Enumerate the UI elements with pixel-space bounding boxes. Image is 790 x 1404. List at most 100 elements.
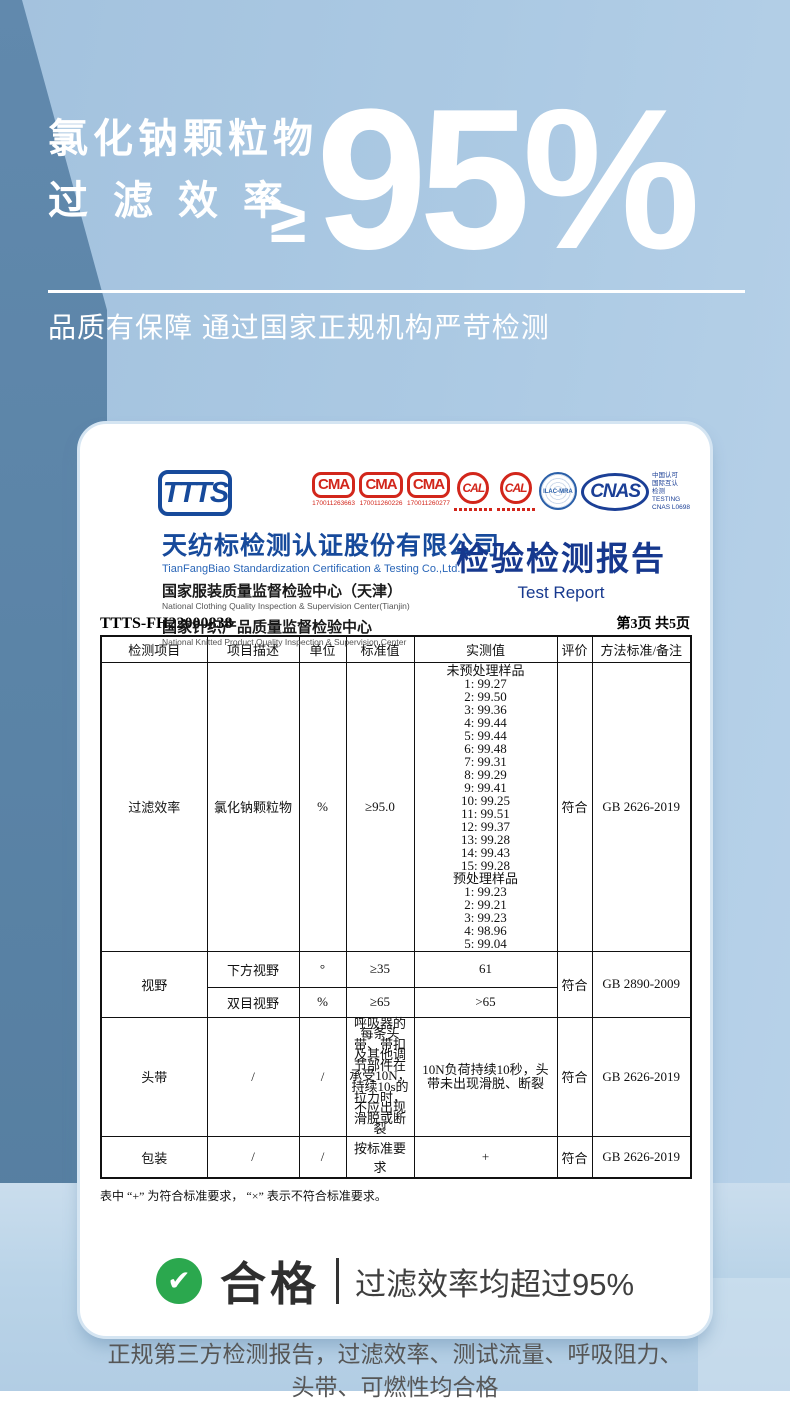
table-row-vision-binocular: 双目视野 % ≥65 >65 [101,986,691,1018]
report-title-block: 检验检测报告 Test Report [456,532,666,603]
cell-measured: 10N负荷持续10秒，头带未出现滑脱、断裂 [413,1016,558,1138]
cell-method: GB 2626-2019 [591,1136,692,1179]
col-header-method: 方法标准/备注 [591,635,692,663]
col-header-description: 项目描述 [206,635,300,663]
report-card: TTTS CMA 170011263663 CMA 170011260226 C… [80,424,710,1400]
cnas-line: 国际互认 [652,480,679,487]
cma-number: 170011260277 [407,500,450,507]
cell-unit: / [298,1016,347,1138]
cnas-line: CNAS L0698 [652,504,690,511]
col-header-measured: 实测值 [413,635,558,663]
measured-list-untreated: 1: 99.27 2: 99.50 3: 99.36 4: 99.44 5: 99.44… [460,675,511,873]
table-row-vision-down: 视野 下方视野 ° ≥35 61 符合 GB 2890-2009 [100,950,692,1018]
cnas-line: 检测 [652,488,666,495]
cma-badge: CMA 170011263663 [312,472,356,507]
cnas-line: 中国认可 [652,472,679,479]
cma-number: 170011260226 [359,500,403,507]
cnas-badge: CNAS 中国认可 国际互认 检测 TESTING CNAS L0698 [581,472,690,512]
cell-description: 氯化钠颗粒物 [206,661,300,952]
cell-measured-values: 未预处理样品 1: 99.27 2: 99.50 3: 99.36 4: 99.44 5… [413,661,558,952]
verdict-label: 合格 [219,1258,320,1311]
report-number-row: TTTS-FH22000838 第3页 共5页 [100,615,690,633]
cell-standard: ≥35 [345,950,415,988]
cell-description: 双目视野 [206,986,300,1018]
verdict-divider [335,1258,339,1305]
measured-list-treated: 1: 99.23 2: 99.21 3: 99.23 4: 98.96 5: 99.04 [464,883,507,951]
cell-method: GB 2626-2019 [591,661,692,952]
report-header: TTTS CMA 170011263663 CMA 170011260226 C… [100,468,690,647]
table-row-filter-efficiency: 过滤效率 氯化钠颗粒物 % ≥95.0 未预处理样品 1: 99.27 2: 99… [100,661,692,952]
measured-group-title: 未预处理样品 [446,662,525,678]
hero-subtitle: 品质有保障 通过国家正规机构严苛检测 [48,312,550,343]
table-row-headband: 头带 / / 呼吸器的每条头带、带扣及其他调节部件在承受10N，持续10s的拉力… [100,1016,692,1138]
cal-icon: CAL [457,472,490,504]
center1-name-en: National Clothing Quality Inspection & S… [162,601,410,611]
cma-icon: CMA [406,472,451,498]
cell-standard: ≥95.0 [345,661,415,952]
cell-method: GB 2626-2019 [591,1016,692,1138]
center2-name-cn: 国家针织产品质量监督检验中心 [162,619,373,636]
verdict-detail: 过滤效率均超过95% [354,1266,635,1302]
cell-standard: 按标准要求 [345,1136,415,1179]
cell-measured: + [413,1136,558,1179]
measured-group-title: 预处理样品 [452,870,518,886]
cell-evaluation: 符合 [556,1016,593,1138]
hero-title-line1: 氯化钠颗粒物 [48,117,318,161]
table-header-row: 检测项目 项目描述 单位 标准值 实测值 评价 方法标准/备注 [100,635,692,663]
cell-item: 头带 [100,1016,208,1138]
company-block: 天纺标检测认证股份有限公司 TianFangBiao Standardizati… [162,526,500,647]
cell-description: 下方视野 [206,950,300,988]
check-icon: ✔ [155,1258,202,1305]
report-number: TTTS-FH22000838 [100,615,233,632]
cal-caption-line [496,508,535,511]
center2-name-en: National Knitted Product Quality Inspect… [162,637,407,647]
hero-title-line2: 过滤效率 [48,179,308,223]
greater-equal-symbol: ≥ [270,182,307,256]
cell-standard: ≥65 [345,986,415,1018]
cal-badge: CAL [454,472,493,511]
cell-method: GB 2890-2009 [591,950,692,1018]
cnas-icon: CNAS [581,473,650,511]
verdict-row: ✔ 合格 过滤效率均超过95% [100,1248,690,1314]
bottom-note: 正规第三方检测报告，过滤效率、测试流量、呼吸阻力、 头带、可燃性均合格 [100,1338,690,1404]
bottom-note-line1: 正规第三方检测报告，过滤效率、测试流量、呼吸阻力、 [107,1341,683,1368]
cma-badge: CMA 170011260277 [406,472,451,507]
cma-number: 170011263663 [312,500,356,507]
cell-evaluation: 符合 [556,950,593,1018]
table-row-package: 包装 / / 按标准要求 + 符合 GB 2626-2019 [100,1136,692,1179]
cma-icon: CMA [359,472,403,498]
table-footnote: 表中 “+” 为符合标准要求， “×” 表示不符合标准要求。 [100,1189,387,1204]
company-name-cn: 天纺标检测认证股份有限公司 [162,532,501,560]
report-title-en: Test Report [517,583,605,602]
cell-item: 包装 [100,1136,208,1179]
ilac-badge: ILAC-MRA [538,472,577,510]
company-name-en: TianFangBiao Standardization Certificati… [162,563,461,575]
cnas-side-text: 中国认可 国际互认 检测 TESTING CNAS L0698 [652,472,690,512]
cell-item: 过滤效率 [100,661,208,952]
floor-highlight [698,1278,790,1391]
hero-big-value: 95% [316,68,700,291]
cma-badge: CMA 170011260226 [359,472,403,507]
cell-item: 视野 [100,950,208,1018]
hero-divider-line [48,290,745,293]
cell-unit: / [298,1136,347,1179]
cal-icon: CAL [499,472,532,504]
accreditation-badges: CMA 170011263663 CMA 170011260226 CMA 17… [312,472,690,512]
test-report-table: 检测项目 项目描述 单位 标准值 实测值 评价 方法标准/备注 过滤效率 氯化钠… [100,635,692,1180]
cell-measured: 61 [413,950,558,988]
report-title-cn: 检验检测报告 [456,542,666,578]
cell-description: / [206,1136,300,1179]
cell-unit: % [298,661,347,952]
col-header-evaluation: 评价 [556,635,593,663]
col-header-standard: 标准值 [345,635,415,663]
cell-evaluation: 符合 [556,661,593,952]
bottom-note-line2: 头带、可燃性均合格 [291,1374,499,1401]
cell-standard: 呼吸器的每条头带、带扣及其他调节部件在承受10N，持续10s的拉力时，不应出现滑… [345,1016,415,1138]
cell-description: / [206,1016,300,1138]
cal-badge: CAL [496,472,535,511]
cell-unit: ° [298,950,347,988]
cal-caption-line [454,508,493,511]
ttts-logo: TTTS [158,470,232,516]
cell-unit: % [298,986,347,1018]
